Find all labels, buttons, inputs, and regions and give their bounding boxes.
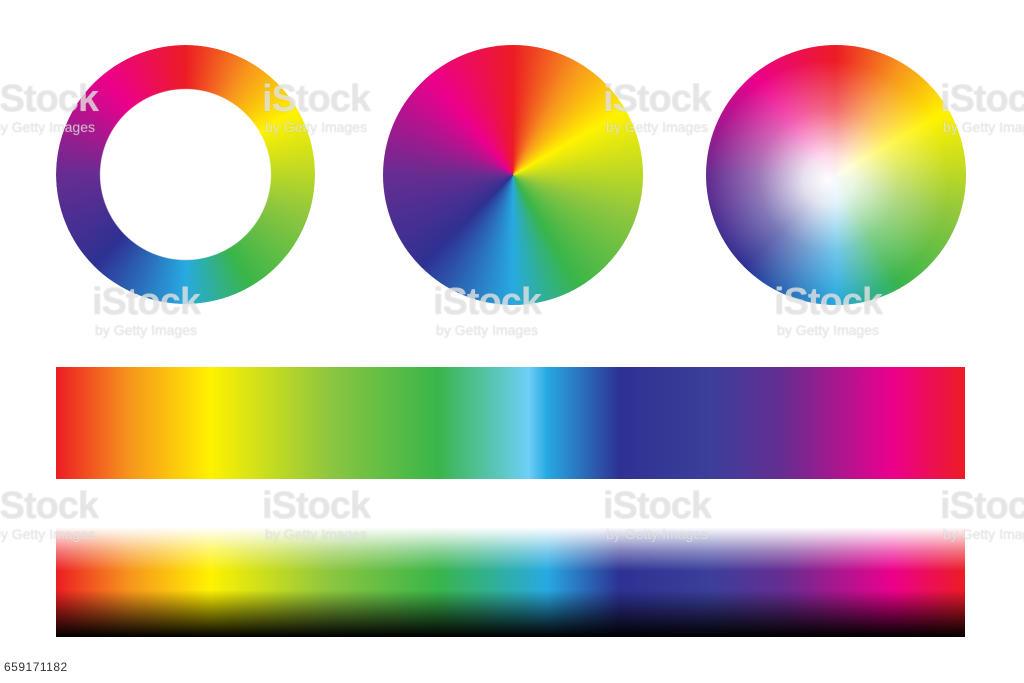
- watermark-credit: by Getty Images: [777, 322, 879, 338]
- spectrum-bar: [56, 367, 965, 479]
- color-wheel: [383, 45, 643, 305]
- spectrum-shade-bar: [56, 480, 965, 637]
- watermark-credit: by Getty Images: [95, 322, 197, 338]
- image-id-label: 659171182: [0, 657, 72, 677]
- color-ring: [56, 45, 315, 304]
- color-wheel-white-center: [706, 45, 966, 305]
- watermark-brand: iStock: [940, 78, 1024, 120]
- watermark-credit: by Getty Images: [436, 322, 538, 338]
